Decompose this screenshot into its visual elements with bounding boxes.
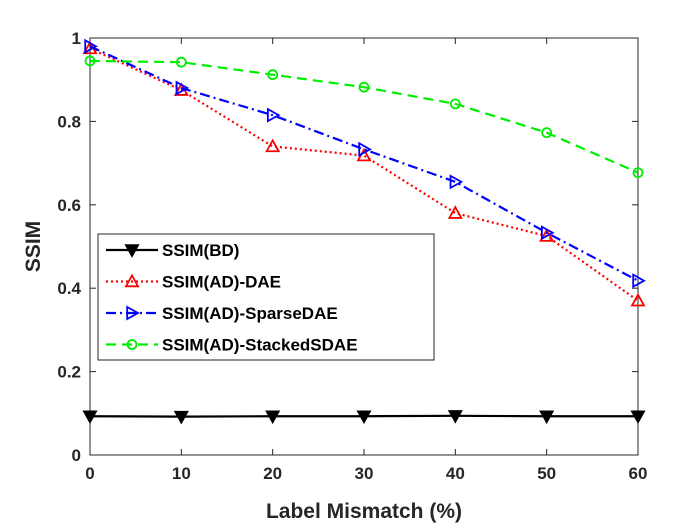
y-tick-label: 0 <box>72 446 81 465</box>
data-point <box>630 410 646 425</box>
data-point <box>267 69 279 81</box>
data-point <box>632 273 646 289</box>
data-point <box>447 410 463 424</box>
y-tick-label: 0.4 <box>57 279 81 298</box>
data-point <box>449 98 461 110</box>
x-tick-label: 10 <box>172 464 191 483</box>
x-tick-label: 40 <box>446 464 465 483</box>
series-line <box>89 59 639 174</box>
data-point <box>449 174 464 190</box>
data-point <box>632 167 644 179</box>
x-tick-label: 50 <box>537 464 556 483</box>
data-point <box>541 127 553 139</box>
series-layer <box>82 38 646 425</box>
legend-label: SSIM(AD)-DAE <box>162 273 281 292</box>
data-point <box>175 80 190 96</box>
legend: SSIM(BD) SSIM(AD)-DAE SSIM(AD)-SparseDAE SS… <box>97 233 435 361</box>
series-2 <box>84 38 646 289</box>
legend-box <box>97 233 435 361</box>
x-tick-label: 0 <box>85 464 94 483</box>
data-point <box>173 410 189 425</box>
data-point <box>447 205 463 219</box>
data-point <box>358 141 372 157</box>
data-point <box>539 228 555 242</box>
y-tick-label: 0.2 <box>57 363 81 382</box>
data-point <box>358 81 370 93</box>
y-tick-label: 0.8 <box>57 112 81 131</box>
data-point <box>356 410 372 425</box>
series-3 <box>84 55 644 179</box>
legend-marker <box>124 244 140 258</box>
x-tick-label: 60 <box>629 464 648 483</box>
y-axis: 0 0.2 0.4 0.6 0.8 1 <box>57 29 638 465</box>
data-point <box>175 56 187 68</box>
data-point <box>84 55 96 67</box>
series-line <box>89 45 639 282</box>
legend-marker <box>124 273 140 288</box>
series-0 <box>82 410 646 425</box>
data-point <box>540 225 555 241</box>
legend-marker <box>126 305 140 321</box>
y-axis-label: SSIM <box>22 221 45 272</box>
data-point <box>82 410 98 425</box>
data-point <box>630 292 646 307</box>
y-tick-label: 1 <box>72 29 81 48</box>
data-point <box>266 107 281 123</box>
x-tick-label: 30 <box>355 464 374 483</box>
legend-label: SSIM(BD) <box>162 241 239 260</box>
x-axis-label: Label Mismatch (%) <box>266 500 462 523</box>
legend-label: SSIM(AD)-SparseDAE <box>162 304 338 323</box>
data-point <box>265 410 281 425</box>
data-point <box>84 38 98 54</box>
y-tick-label: 0.6 <box>57 196 81 215</box>
x-axis: 0 10 20 30 40 50 60 <box>85 38 647 483</box>
legend-marker <box>126 339 138 350</box>
data-point <box>265 138 281 153</box>
data-point <box>539 410 555 425</box>
legend-label: SSIM(AD)-StackedSDAE <box>162 336 358 355</box>
x-tick-label: 20 <box>263 464 282 483</box>
